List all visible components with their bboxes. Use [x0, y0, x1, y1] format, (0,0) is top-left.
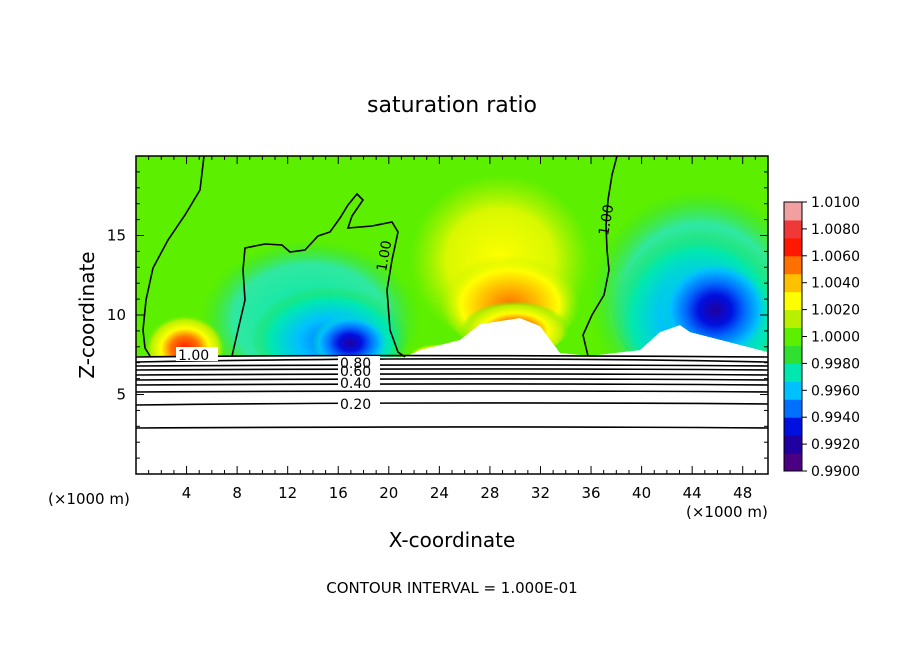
colorbar-swatch: [784, 273, 802, 293]
colorbar-swatch: [784, 435, 802, 454]
contour-line-band-3: [136, 364, 768, 367]
contour-labels: 1.00 1.00 1.00 0.80 0.60 0.40 0.20: [176, 203, 617, 413]
contour-line-band-10: [136, 426, 768, 429]
field-blue-region-left: [312, 312, 388, 357]
colorbar-swatch: [784, 255, 802, 275]
field-red-region-left: [145, 308, 225, 357]
colorbar-swatch: [784, 345, 802, 364]
colorbar-swatch: [784, 453, 802, 472]
y-axis-label: Z-coordinate: [75, 251, 99, 378]
colorbar-label: 0.9960: [811, 383, 860, 399]
contour-label-bg: [338, 368, 380, 376]
colorbar-label: 1.0060: [811, 249, 860, 265]
colorbar-swatch: [784, 202, 802, 221]
colorbar-swatch: [784, 363, 802, 382]
contour-interval-note: CONTOUR INTERVAL = 1.000E-01: [326, 579, 577, 597]
colorbar-swatch: [784, 327, 802, 346]
x-tick-label: 36: [581, 484, 600, 502]
y-tick-label: 15: [107, 227, 126, 245]
x-unit-label-left: (×1000 m): [48, 490, 130, 508]
colorbar-label: 0.9920: [811, 437, 860, 453]
x-tick-label: 48: [733, 484, 752, 502]
contour-line-band-6: [136, 378, 768, 381]
x-tick-label: 12: [278, 484, 297, 502]
contour-line-band-4: [136, 368, 768, 371]
colorbar-label: 0.9980: [811, 356, 860, 372]
colorbar-label: 1.0040: [811, 276, 860, 292]
x-tick-label: 40: [632, 484, 651, 502]
y-axis-ticks: 5 10 15: [107, 171, 768, 459]
colorbar-swatch: [784, 219, 802, 239]
x-tick-label: 28: [480, 484, 499, 502]
contour-label: 1.00: [596, 203, 617, 236]
contour-label-bg: [176, 347, 218, 361]
contour-label: 0.60: [340, 364, 371, 380]
x-tick-label: 4: [182, 484, 192, 502]
x-tick-label: 8: [232, 484, 242, 502]
y-tick-label: 10: [107, 306, 126, 324]
x-axis-ticks: 4 8 12 16 20 24 28 32 36 40 44 48: [148, 156, 756, 502]
contour-label: 0.20: [340, 397, 371, 413]
colorbar-swatch: [784, 291, 802, 311]
contour-line-1-00-left: [142, 156, 205, 357]
chart-title: saturation ratio: [367, 93, 537, 118]
x-unit-label-right: (×1000 m): [686, 503, 768, 521]
colorbar-label: 0.9900: [811, 464, 860, 480]
colorbar-label: 0.9940: [811, 410, 860, 426]
x-tick-label: 16: [329, 484, 348, 502]
contour-line-1-00-upper: [231, 192, 406, 358]
heatmap-field: [136, 156, 768, 474]
contour-label: 1.00: [178, 348, 209, 364]
colorbar-label: 1.0100: [811, 195, 860, 211]
contour-line-band-5: [136, 373, 768, 376]
contour-line-1-00-right: [582, 156, 618, 357]
colorbar-label: 1.0080: [811, 222, 860, 238]
contour-line-band-7: [136, 383, 768, 386]
colorbar-swatch: [784, 237, 802, 257]
field-blue-region-right: [660, 255, 768, 355]
contour-line-band-2: [136, 358, 768, 363]
contour-lines: [136, 156, 768, 429]
colorbar-swatch: [784, 417, 802, 436]
colorbar-label: 1.0020: [811, 303, 860, 319]
contour-label: 0.40: [340, 376, 371, 392]
colorbar-swatch: [784, 399, 802, 418]
contour-line-band-8: [136, 390, 768, 393]
colorbar: 1.0100 1.0080 1.0060 1.0040 1.0020 1.0000 0.99…: [783, 195, 860, 480]
contour-label-bg: [338, 377, 380, 390]
contour-label-bg: [338, 397, 380, 411]
colorbar-swatch: [784, 309, 802, 329]
x-tick-label: 24: [430, 484, 449, 502]
x-tick-label: 32: [531, 484, 550, 502]
contour-label-bg: [338, 356, 380, 370]
x-axis-label: X-coordinate: [389, 528, 516, 552]
contour-label: 1.00: [374, 239, 395, 272]
colorbar-swatch: [784, 381, 802, 400]
x-tick-label: 44: [683, 484, 702, 502]
colorbar-label: 1.0000: [811, 330, 860, 346]
x-tick-label: 20: [379, 484, 398, 502]
contour-line-band-9: [136, 402, 768, 406]
y-tick-label: 5: [116, 386, 126, 404]
